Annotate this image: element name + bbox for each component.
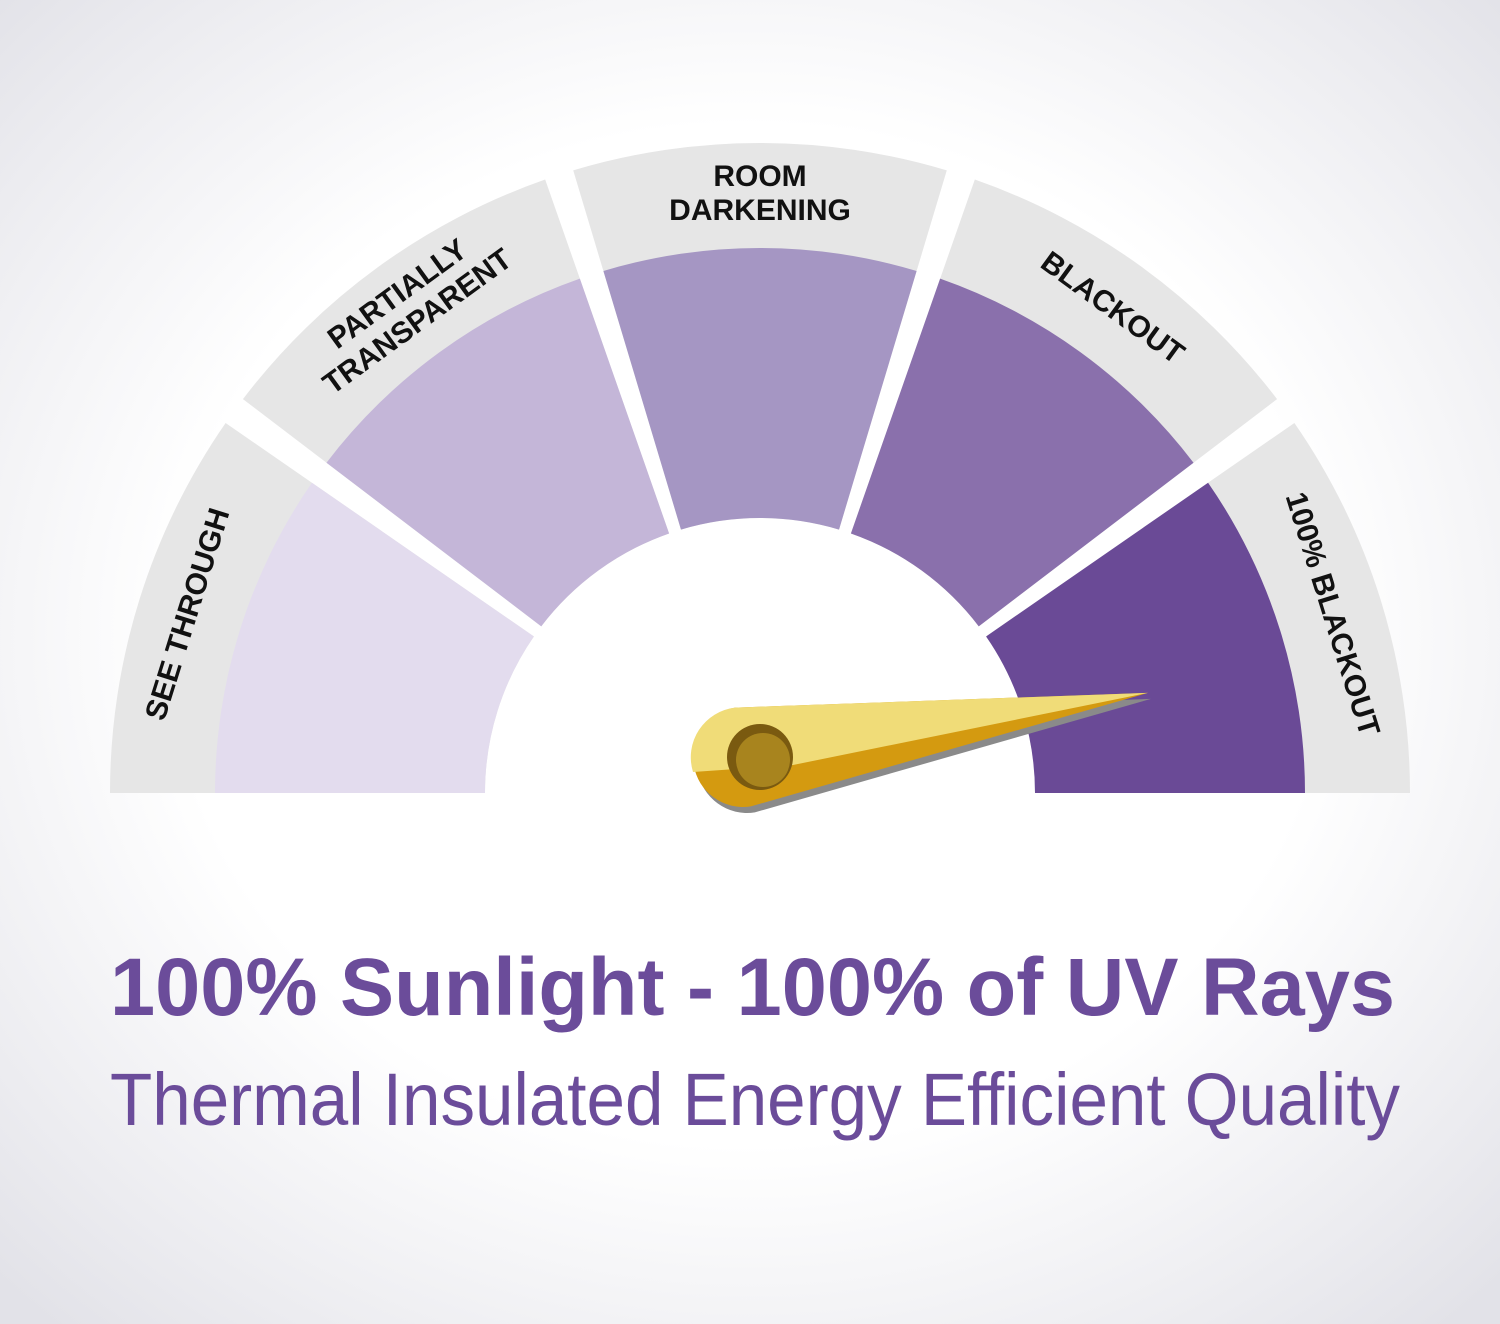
segment-fill: [326, 278, 670, 627]
segment-fill: [215, 482, 534, 793]
gauge-segment: SEE THROUGH: [110, 422, 534, 793]
needle-highlight: [690, 692, 1148, 772]
gauge-segment: BLACKOUT: [850, 179, 1278, 627]
gauge-needle: [690, 692, 1151, 813]
segment-fill: [603, 248, 917, 530]
headline: 100% Sunlight - 100% of UV Rays: [110, 942, 1395, 1033]
gauge-segment: ROOM DARKENING: [573, 142, 947, 530]
subline: Thermal Insulated Energy Efficient Quali…: [110, 1058, 1400, 1141]
segment-fill: [850, 278, 1194, 627]
segment-label: ROOM DARKENING: [669, 160, 851, 227]
needle-hub-core: [736, 733, 790, 787]
